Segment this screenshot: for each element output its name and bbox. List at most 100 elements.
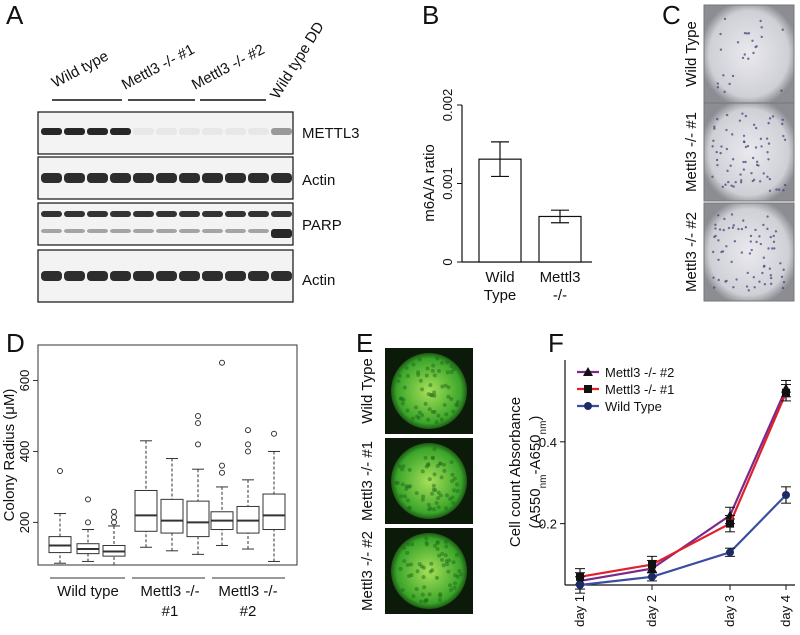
colony-dot [739, 173, 742, 176]
colony-texture [432, 390, 437, 395]
colony-texture [431, 363, 436, 368]
outlier [219, 359, 225, 366]
colony-dot [719, 48, 723, 51]
colony-dot [750, 171, 753, 175]
colony-dot [747, 289, 751, 292]
colony-texture [450, 479, 455, 484]
colony-dot [731, 226, 735, 229]
outlier [245, 427, 251, 434]
image-label: Wild Type [359, 358, 376, 424]
colony-texture [435, 547, 440, 552]
colony-dot [782, 268, 785, 271]
point [782, 388, 790, 397]
colony-dot [724, 183, 727, 186]
series-line [579, 388, 788, 582]
blot-band [64, 211, 85, 217]
image-label: Mettl3 -/- #1 [359, 441, 376, 521]
colony-texture [422, 585, 427, 590]
colony-dot [741, 112, 744, 115]
blot-band [271, 173, 292, 183]
colony-dot [755, 160, 759, 164]
colony-texture [400, 587, 405, 592]
colony-texture [430, 568, 435, 573]
colony-dot [777, 188, 781, 191]
colony-dot [745, 285, 749, 288]
colony-texture [455, 403, 460, 408]
colony-texture [452, 476, 457, 481]
colony-texture [451, 500, 456, 505]
y-tick-label: 0.4 [539, 435, 557, 450]
blot-band [41, 173, 62, 183]
plate [703, 102, 795, 202]
colony-texture [436, 496, 441, 501]
outlier [111, 508, 117, 515]
colony-texture [449, 587, 454, 592]
blot-band [248, 271, 269, 281]
colony-texture [453, 581, 458, 586]
colony-dot [760, 26, 763, 29]
colony-dot [725, 147, 729, 151]
colony-dot [713, 125, 716, 128]
colony-texture [431, 483, 436, 488]
colony-dot [762, 223, 765, 227]
colony-texture [417, 357, 422, 362]
colony-texture [424, 542, 429, 547]
blot-band [179, 128, 200, 135]
colony-texture [451, 488, 456, 493]
colony-dot [749, 234, 753, 238]
y-tick-label: 0.002 [440, 89, 455, 122]
y-axis-label-part: nm [538, 475, 549, 489]
colony-texture [456, 399, 461, 404]
blot-band [41, 211, 62, 217]
colony-texture [441, 462, 446, 467]
y-tick-label: 600 [17, 370, 32, 392]
colony-texture [414, 491, 419, 496]
colony-texture [435, 356, 440, 361]
colony-dot [768, 267, 772, 270]
legend-marker [584, 385, 592, 393]
plate-label: Mettl3 -/- #1 [683, 112, 700, 192]
colony-texture [457, 569, 462, 574]
blot-band [64, 128, 85, 135]
colony-texture [439, 417, 444, 422]
colony-dot [730, 184, 733, 187]
colony-dot [711, 250, 715, 254]
panel-letter: A [6, 0, 24, 30]
colony-dot [731, 158, 735, 161]
colony-texture [443, 506, 448, 511]
colony-dot [782, 189, 785, 192]
colony-dot [739, 181, 743, 184]
colony-texture [407, 467, 412, 472]
colony-dot [759, 19, 762, 23]
box [134, 489, 158, 532]
y-axis-label: (A550nm-A650nm) [527, 416, 549, 529]
colony-dot [762, 265, 766, 268]
colony-texture [441, 563, 446, 568]
blot-band [248, 211, 269, 217]
colony-texture [426, 392, 431, 397]
colony-dot [735, 278, 738, 281]
lane-label: Wild type DD [267, 19, 328, 102]
y-tick-label: 0 [440, 258, 455, 265]
point [576, 581, 584, 589]
colony-texture [432, 507, 437, 512]
outlier [219, 469, 225, 476]
blot-band [156, 211, 177, 217]
colony-texture [440, 557, 445, 562]
colony-dot [738, 119, 742, 122]
blot-band [225, 229, 246, 233]
colony-dot [768, 117, 772, 120]
colony-dot [747, 57, 750, 60]
colony-texture [449, 364, 454, 369]
colony-dot [742, 168, 746, 171]
colony-texture [455, 489, 460, 494]
colony-texture [406, 374, 411, 379]
colony-dot [723, 217, 726, 221]
colony-dot [755, 45, 758, 48]
blot-band [110, 128, 131, 135]
colony-texture [451, 560, 456, 565]
colony-texture [447, 558, 452, 563]
colony-texture [436, 490, 441, 495]
colony-texture [424, 373, 429, 378]
colony-dot [715, 158, 719, 162]
